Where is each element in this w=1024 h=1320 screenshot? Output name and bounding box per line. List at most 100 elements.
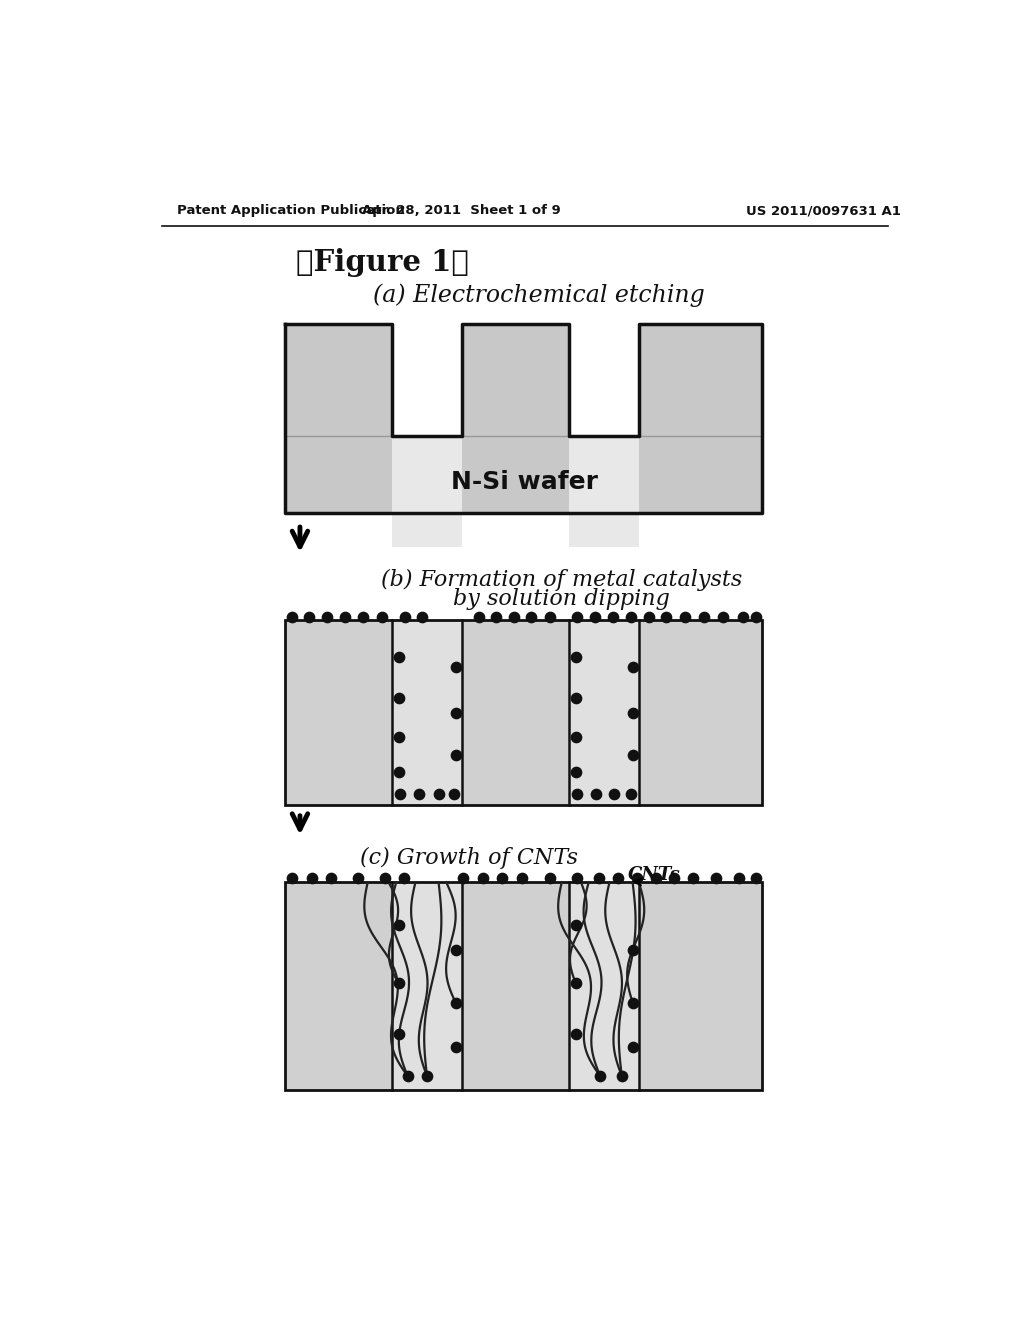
Point: [414, 606, 430, 627]
Point: [588, 783, 604, 804]
Point: [606, 783, 623, 804]
Point: [377, 867, 393, 888]
Point: [284, 606, 300, 627]
Point: [684, 867, 700, 888]
Text: Patent Application Publication: Patent Application Publication: [177, 205, 404, 218]
Text: (a) Electrochemical etching: (a) Electrochemical etching: [373, 284, 705, 308]
Point: [567, 915, 584, 936]
Point: [445, 783, 462, 804]
Point: [623, 783, 639, 804]
Bar: [285, 882, 762, 1090]
Point: [455, 867, 471, 888]
Point: [625, 940, 641, 961]
Point: [396, 606, 413, 627]
Point: [625, 702, 641, 723]
Point: [609, 867, 626, 888]
Point: [392, 783, 409, 804]
Point: [475, 867, 492, 888]
Point: [390, 726, 407, 747]
Point: [625, 656, 641, 677]
Point: [318, 606, 335, 627]
Point: [513, 867, 529, 888]
Point: [748, 867, 764, 888]
Point: [587, 606, 603, 627]
Point: [349, 867, 366, 888]
Point: [447, 940, 464, 961]
Point: [569, 606, 586, 627]
Point: [605, 606, 622, 627]
Point: [641, 606, 657, 627]
Bar: [569, 620, 639, 805]
Point: [301, 606, 317, 627]
Point: [542, 606, 558, 627]
Point: [748, 606, 764, 627]
Text: 『Figure 1』: 『Figure 1』: [296, 248, 469, 277]
Point: [625, 1036, 641, 1057]
Bar: [392, 620, 462, 805]
Point: [337, 606, 353, 627]
Point: [303, 867, 319, 888]
Point: [399, 1065, 416, 1086]
Point: [470, 606, 486, 627]
Point: [374, 606, 390, 627]
Bar: [285, 620, 762, 805]
Point: [716, 606, 732, 627]
Point: [696, 606, 713, 627]
Bar: [569, 882, 639, 1090]
Point: [569, 783, 586, 804]
Point: [625, 991, 641, 1012]
Point: [390, 1023, 407, 1044]
Point: [731, 867, 748, 888]
Point: [708, 867, 724, 888]
Text: (b) Formation of metal catalysts: (b) Formation of metal catalysts: [381, 569, 742, 591]
Point: [447, 1036, 464, 1057]
Bar: [392, 436, 462, 548]
Point: [567, 688, 584, 709]
Point: [390, 688, 407, 709]
Point: [613, 1065, 630, 1086]
Point: [647, 867, 664, 888]
Point: [323, 867, 339, 888]
Text: (c) Growth of CNTs: (c) Growth of CNTs: [360, 846, 579, 869]
Point: [623, 606, 639, 627]
Text: N-Si wafer: N-Si wafer: [452, 470, 598, 494]
Bar: [392, 882, 462, 1090]
Point: [592, 1065, 608, 1086]
Point: [629, 867, 645, 888]
Point: [430, 783, 446, 804]
Point: [355, 606, 372, 627]
Point: [488, 606, 505, 627]
Point: [390, 973, 407, 994]
Point: [523, 606, 540, 627]
Point: [567, 1023, 584, 1044]
Point: [390, 647, 407, 668]
Point: [419, 1065, 435, 1086]
Point: [390, 762, 407, 783]
Bar: [285, 436, 762, 512]
Point: [625, 744, 641, 766]
Point: [447, 656, 464, 677]
Point: [567, 973, 584, 994]
Point: [569, 867, 586, 888]
Point: [395, 867, 412, 888]
Point: [506, 606, 522, 627]
Bar: [285, 882, 762, 1090]
Bar: [285, 323, 392, 436]
Point: [658, 606, 675, 627]
Point: [447, 702, 464, 723]
Text: CNTs: CNTs: [628, 866, 681, 883]
Bar: [569, 436, 639, 548]
Point: [677, 606, 693, 627]
Point: [411, 783, 427, 804]
Point: [390, 915, 407, 936]
Point: [734, 606, 751, 627]
Point: [666, 867, 682, 888]
Text: by solution dipping: by solution dipping: [454, 587, 670, 610]
Point: [591, 867, 607, 888]
Point: [567, 762, 584, 783]
Point: [447, 991, 464, 1012]
Text: US 2011/0097631 A1: US 2011/0097631 A1: [746, 205, 901, 218]
Point: [494, 867, 510, 888]
Bar: [462, 323, 569, 436]
Bar: [285, 620, 762, 805]
